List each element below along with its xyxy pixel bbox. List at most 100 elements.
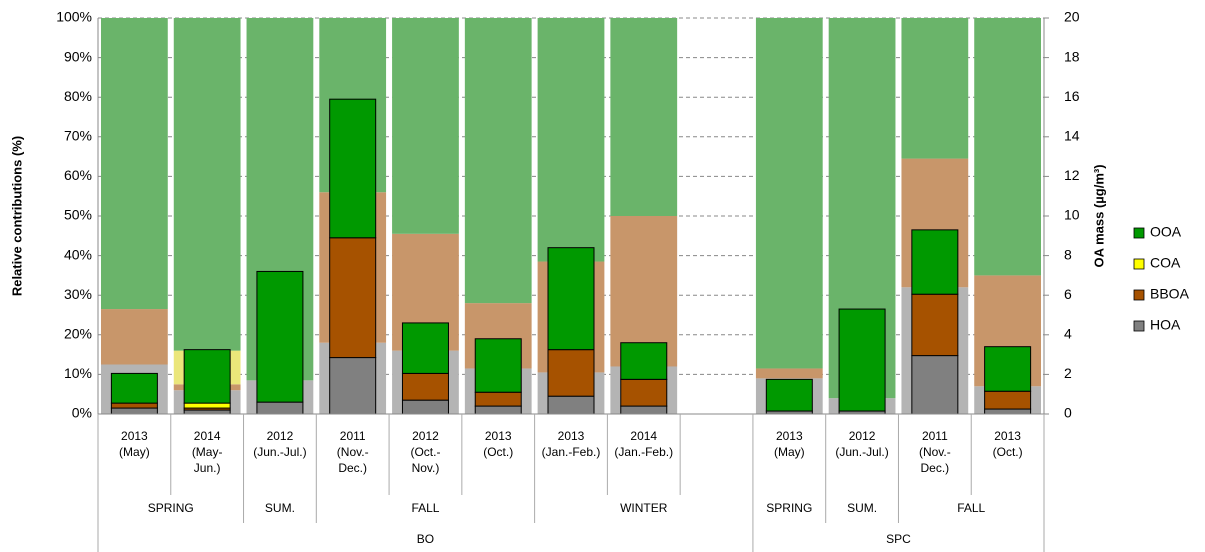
x-tick-label: (Nov.- xyxy=(919,445,951,459)
season-label: SPRING xyxy=(148,501,194,515)
mass-bar xyxy=(329,98,377,239)
x-tick-label: 2011 xyxy=(922,429,948,443)
y-tick-label: 70% xyxy=(64,128,92,144)
legend-label: COA xyxy=(1150,255,1181,271)
x-tick-label: 2012 xyxy=(849,429,876,443)
y2-tick-label: 16 xyxy=(1064,88,1080,104)
mass-bar xyxy=(620,342,668,380)
legend-label: OOA xyxy=(1150,224,1182,240)
x-tick-label: (May) xyxy=(119,445,150,459)
x-tick-label: (Oct.) xyxy=(483,445,513,459)
share-bar xyxy=(610,216,678,367)
mass-bar xyxy=(110,372,158,404)
season-label: FALL xyxy=(957,501,985,515)
mass-bar xyxy=(401,399,449,415)
y-axis-label: Relative contributions (%) xyxy=(9,136,24,296)
share-bar xyxy=(610,18,678,216)
x-tick-label: 2013 xyxy=(776,429,803,443)
y-tick-label: 90% xyxy=(64,48,92,64)
y2-tick-label: 12 xyxy=(1064,167,1080,183)
share-bar xyxy=(392,18,459,234)
x-tick-label: 2013 xyxy=(994,429,1021,443)
legend-swatch xyxy=(1133,227,1145,239)
share-bar xyxy=(755,368,823,379)
y-tick-label: 20% xyxy=(64,326,92,342)
season-label: SPRING xyxy=(766,501,812,515)
y2-tick-label: 14 xyxy=(1064,128,1080,144)
y-tick-label: 100% xyxy=(56,9,92,25)
group-label: BO xyxy=(417,532,434,546)
legend-label: BBOA xyxy=(1150,286,1190,302)
x-tick-label: Nov.) xyxy=(412,461,440,475)
share-bar xyxy=(101,18,168,310)
mass-bar xyxy=(620,378,668,407)
y2-tick-label: 18 xyxy=(1064,48,1080,64)
y-tick-label: 30% xyxy=(64,286,92,302)
x-tick-label: (Oct.- xyxy=(410,445,440,459)
x-tick-label: (Nov.- xyxy=(337,445,369,459)
share-bar xyxy=(974,18,1041,276)
y-tick-label: 0% xyxy=(72,405,92,421)
share-bar xyxy=(101,309,168,365)
share-bar xyxy=(464,18,532,304)
y-tick-label: 10% xyxy=(64,365,92,381)
mass-bar xyxy=(183,349,231,404)
mass-bar xyxy=(547,349,595,397)
mass-bar xyxy=(474,338,522,393)
mass-bar xyxy=(110,407,158,415)
x-tick-label: (Jan.-Feb.) xyxy=(614,445,673,459)
y2-tick-label: 2 xyxy=(1064,365,1072,381)
legend-swatch xyxy=(1133,320,1145,332)
mass-bar xyxy=(474,391,522,407)
mass-bar xyxy=(547,247,595,351)
share-bar xyxy=(173,18,241,351)
mass-bar xyxy=(474,405,522,415)
y2-tick-label: 10 xyxy=(1064,207,1080,223)
x-tick-label: Jun.) xyxy=(194,461,221,475)
y2-tick-label: 6 xyxy=(1064,286,1072,302)
mass-bar xyxy=(911,293,959,357)
mass-bar xyxy=(984,390,1032,410)
y2-tick-label: 20 xyxy=(1064,9,1080,25)
season-label: SUM. xyxy=(265,501,295,515)
mass-bar xyxy=(984,408,1032,415)
x-tick-label: 2013 xyxy=(121,429,148,443)
y2-axis-label: OA mass (µg/m³) xyxy=(1091,164,1106,267)
x-tick-label: 2014 xyxy=(630,429,657,443)
x-tick-label: Dec.) xyxy=(921,461,950,475)
y-tick-label: 50% xyxy=(64,207,92,223)
mass-bar xyxy=(401,372,449,401)
mass-bar xyxy=(183,402,231,409)
y2-tick-label: 8 xyxy=(1064,246,1072,262)
mass-bar xyxy=(911,229,959,295)
x-tick-label: Dec.) xyxy=(338,461,367,475)
mass-bar xyxy=(620,405,668,415)
mass-bar xyxy=(256,401,304,415)
season-label: SUM. xyxy=(847,501,877,515)
mass-bar xyxy=(547,395,595,415)
legend-label: HOA xyxy=(1150,317,1181,333)
mass-bar xyxy=(911,355,959,415)
x-tick-label: 2011 xyxy=(340,429,366,443)
mass-bar xyxy=(256,270,304,403)
y2-tick-label: 4 xyxy=(1064,326,1072,342)
x-tick-label: (May- xyxy=(192,445,223,459)
y2-tick-label: 0 xyxy=(1064,405,1072,421)
share-bar xyxy=(755,18,823,369)
legend-swatch xyxy=(1133,258,1145,270)
x-tick-label: 2013 xyxy=(485,429,512,443)
x-tick-label: 2013 xyxy=(558,429,585,443)
mass-bar xyxy=(329,357,377,415)
x-tick-label: 2014 xyxy=(194,429,221,443)
mass-bar xyxy=(984,346,1032,392)
x-tick-label: (Jan.-Feb.) xyxy=(542,445,601,459)
mass-bar xyxy=(329,237,377,359)
x-tick-label: (May) xyxy=(774,445,805,459)
mass-bar xyxy=(110,402,158,409)
season-label: WINTER xyxy=(620,501,668,515)
group-label: SPC xyxy=(886,532,911,546)
x-tick-label: (Jun.-Jul.) xyxy=(835,445,888,459)
share-bar xyxy=(537,18,605,262)
x-tick-label: 2012 xyxy=(412,429,439,443)
